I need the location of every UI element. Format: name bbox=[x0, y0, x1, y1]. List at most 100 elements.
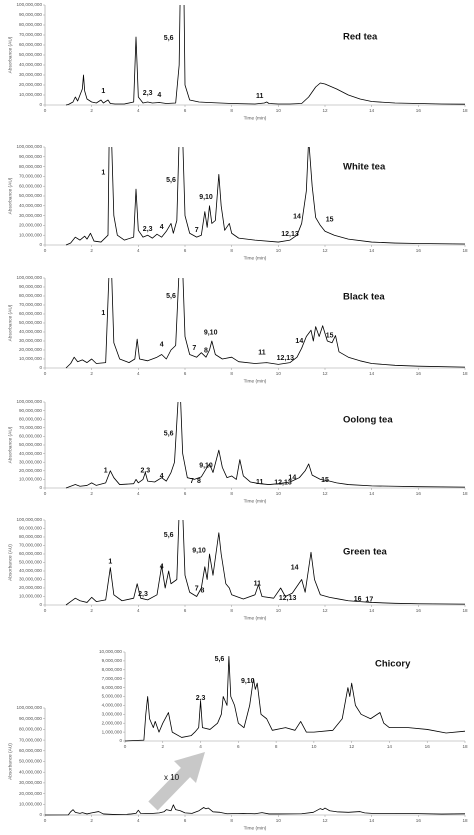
peak-label: 8 bbox=[204, 348, 208, 355]
y-tick-label: 100,000,000 bbox=[16, 144, 42, 149]
peak-label: 2,3 bbox=[138, 591, 148, 598]
peak-label: 8 bbox=[201, 587, 205, 594]
y-tick-label: 70,000,000 bbox=[19, 425, 42, 430]
y-tick-label: 0 bbox=[119, 738, 122, 743]
y-axis-title: Absorbance (AU) bbox=[7, 304, 13, 341]
y-tick-label: 4,000,000 bbox=[102, 703, 123, 708]
x-tick-label: 12 bbox=[322, 608, 328, 613]
y-tick-label: 70,000,000 bbox=[19, 543, 42, 548]
x-axis-title: Time (min) bbox=[244, 255, 267, 261]
peak-label: 5,6 bbox=[164, 431, 174, 438]
x-tick-label: 2 bbox=[90, 248, 93, 253]
peak-label: 7 bbox=[195, 586, 199, 593]
peak-label: 5,6 bbox=[166, 293, 176, 300]
trace bbox=[45, 804, 465, 816]
y-tick-label: 10,000,000 bbox=[19, 802, 42, 807]
y-tick-label: 0 bbox=[39, 365, 42, 370]
x-tick-label: 2 bbox=[90, 371, 93, 376]
x-tick-label: 18 bbox=[462, 744, 468, 749]
y-tick-label: 30,000,000 bbox=[19, 213, 42, 218]
peak-label: 14 bbox=[293, 213, 301, 220]
panel-title: Chicory bbox=[375, 659, 411, 670]
peak-label: 8 bbox=[197, 478, 201, 485]
peak-label: 4 bbox=[157, 92, 161, 99]
x-tick-label: 12 bbox=[322, 371, 328, 376]
y-tick-label: 0 bbox=[39, 602, 42, 607]
x-tick-label: 8 bbox=[230, 608, 233, 613]
y-tick-label: 8,000,000 bbox=[102, 667, 123, 672]
peak-label: 4 bbox=[160, 564, 164, 571]
peak-label: 14 bbox=[288, 475, 296, 482]
peak-label: 5,6 bbox=[164, 532, 174, 539]
x-tick-label: 6 bbox=[184, 491, 187, 496]
y-tick-label: 60,000,000 bbox=[19, 42, 42, 47]
peak-label: 4 bbox=[160, 473, 164, 480]
peak-label: 15 bbox=[321, 477, 329, 484]
x-tick-label: 2 bbox=[161, 744, 164, 749]
y-tick-label: 10,000,000 bbox=[19, 477, 42, 482]
y-tick-label: 70,000,000 bbox=[19, 174, 42, 179]
x-tick-label: 16 bbox=[416, 608, 422, 613]
y-tick-label: 50,000,000 bbox=[19, 442, 42, 447]
y-tick-label: 100,000,000 bbox=[16, 275, 42, 280]
x-tick-label: 0 bbox=[44, 108, 47, 113]
y-tick-label: 50,000,000 bbox=[19, 52, 42, 57]
magnify-arrow bbox=[148, 752, 205, 811]
peak-label: 1 bbox=[101, 88, 105, 95]
y-tick-label: 40,000,000 bbox=[19, 62, 42, 67]
peak-label: 7 bbox=[195, 227, 199, 234]
x-tick-label: 18 bbox=[462, 248, 468, 253]
y-tick-label: 1,000,000 bbox=[102, 729, 123, 734]
panel-title: White tea bbox=[343, 162, 386, 173]
x-tick-label: 6 bbox=[184, 818, 187, 823]
x-tick-label: 10 bbox=[276, 491, 282, 496]
peak-label: 12,13 bbox=[279, 595, 297, 602]
y-axis-title: Absorbance (AU) bbox=[7, 177, 13, 214]
x-tick-label: 16 bbox=[416, 248, 422, 253]
y-tick-label: 10,000,000 bbox=[19, 92, 42, 97]
x-tick-label: 16 bbox=[416, 491, 422, 496]
x-tick-label: 2 bbox=[90, 818, 93, 823]
x-tick-label: 12 bbox=[322, 108, 328, 113]
x-tick-label: 10 bbox=[276, 371, 282, 376]
x-tick-label: 0 bbox=[44, 371, 47, 376]
trace bbox=[65, 520, 465, 606]
panel-title: Red tea bbox=[343, 32, 378, 43]
x-tick-label: 14 bbox=[369, 608, 375, 613]
plot: 0 10,000,000 20,000,000 30,000,000 40,000,00… bbox=[7, 275, 468, 384]
peak-label: 15 bbox=[326, 332, 334, 339]
plot: 0 10,000,000 20,000,000 30,000,000 40,000,00… bbox=[7, 144, 468, 261]
x-tick-label: 6 bbox=[237, 744, 240, 749]
x-tick-label: 0 bbox=[44, 818, 47, 823]
x-tick-label: 8 bbox=[230, 371, 233, 376]
y-tick-label: 10,000,000 bbox=[19, 232, 42, 237]
y-tick-label: 70,000,000 bbox=[19, 32, 42, 37]
peak-label: 12,13 bbox=[281, 231, 299, 238]
y-tick-label: 100,000,000 bbox=[16, 2, 42, 7]
x-tick-label: 18 bbox=[462, 491, 468, 496]
y-tick-label: 0 bbox=[39, 102, 42, 107]
x-tick-label: 12 bbox=[322, 491, 328, 496]
y-tick-label: 30,000,000 bbox=[19, 780, 42, 785]
x-tick-label: 6 bbox=[184, 248, 187, 253]
peak-label: 7 bbox=[190, 478, 194, 485]
peak-label: 2,3 bbox=[140, 468, 150, 475]
peak-label: 1 bbox=[104, 468, 108, 475]
x-axis-title: Time (min) bbox=[244, 615, 267, 621]
y-tick-label: 90,000,000 bbox=[19, 12, 42, 17]
y-tick-label: 60,000,000 bbox=[19, 748, 42, 753]
x-axis-title: Time (min) bbox=[244, 115, 267, 121]
y-axis-title: Absorbance (AU) bbox=[7, 426, 13, 463]
peak-label: 12,13 bbox=[277, 355, 295, 362]
y-tick-label: 90,000,000 bbox=[19, 716, 42, 721]
x-tick-label: 2 bbox=[90, 108, 93, 113]
x-tick-label: 4 bbox=[137, 371, 140, 376]
trace bbox=[65, 5, 465, 106]
y-tick-label: 6,000,000 bbox=[102, 685, 123, 690]
x-tick-label: 10 bbox=[276, 108, 282, 113]
x-tick-label: 4 bbox=[137, 608, 140, 613]
x-tick-label: 16 bbox=[425, 744, 431, 749]
y-tick-label: 90,000,000 bbox=[19, 284, 42, 289]
y-tick-label: 80,000,000 bbox=[19, 22, 42, 27]
y-axis-title: Absorbance (AU) bbox=[7, 743, 13, 780]
